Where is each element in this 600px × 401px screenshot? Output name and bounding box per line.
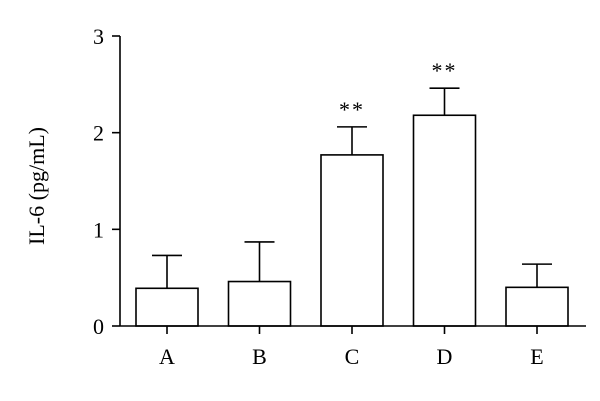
y-axis: 0 1 2 3 xyxy=(93,24,121,339)
bar-d xyxy=(412,114,477,327)
x-tick-label: B xyxy=(252,344,267,369)
y-tick-label: 1 xyxy=(93,217,104,242)
bars: ** ** xyxy=(135,58,569,327)
x-axis: A B C D E xyxy=(120,325,586,369)
x-tick-label: C xyxy=(345,344,360,369)
bar-b xyxy=(227,280,292,327)
significance-label: ** xyxy=(432,58,458,83)
y-axis-title: IL-6 (pg/mL) xyxy=(24,127,49,245)
bar-c xyxy=(320,154,384,327)
bar-a xyxy=(135,287,199,327)
bar-e xyxy=(505,286,569,327)
x-tick-label: D xyxy=(437,344,453,369)
y-tick-label: 2 xyxy=(93,121,104,146)
y-tick-label: 0 xyxy=(93,314,104,339)
x-tick-label: A xyxy=(159,344,175,369)
y-tick-label: 3 xyxy=(93,24,104,49)
x-tick-label: E xyxy=(530,344,543,369)
significance-label: ** xyxy=(339,97,365,122)
